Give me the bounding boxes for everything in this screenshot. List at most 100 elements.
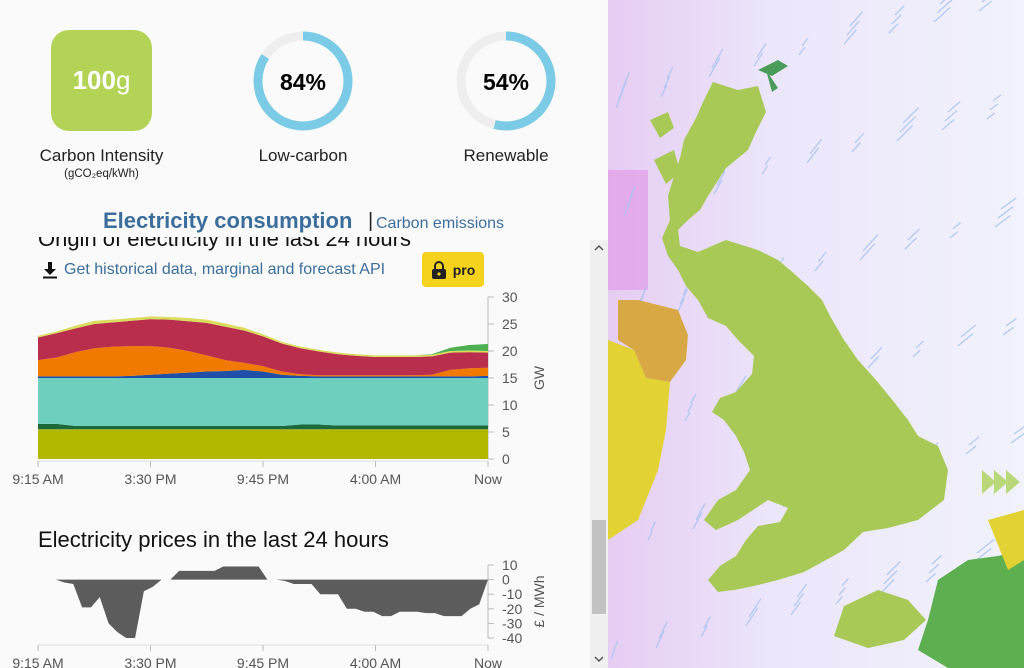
wind-streak bbox=[708, 57, 721, 78]
wind-streak bbox=[801, 37, 809, 47]
historical-data-api-link[interactable]: Get historical data, marginal and foreca… bbox=[42, 261, 385, 279]
wind-streak bbox=[629, 185, 636, 199]
interconnector-arrows[interactable] bbox=[758, 60, 788, 92]
toggle-carbon-emissions[interactable]: Carbon emissions bbox=[376, 215, 505, 232]
renewable-label: Renewable bbox=[463, 146, 549, 165]
series-area-6 bbox=[38, 316, 488, 357]
wind-streak bbox=[745, 607, 759, 627]
wind-streak bbox=[716, 170, 726, 186]
wind-streak bbox=[896, 124, 914, 142]
x-tick-label: 4:00 AM bbox=[350, 471, 401, 487]
scrollbar-thumb[interactable] bbox=[592, 520, 606, 614]
electricity-map[interactable] bbox=[608, 0, 1024, 668]
y-tick-label: 25 bbox=[502, 316, 518, 332]
wind-streak bbox=[907, 228, 921, 241]
wind-streak bbox=[978, 0, 993, 12]
wind-streak bbox=[949, 230, 959, 239]
wind-streak bbox=[965, 445, 977, 455]
zone-france-shape[interactable] bbox=[918, 550, 1024, 668]
x-tick-label: 9:45 PM bbox=[237, 655, 289, 668]
wind-streak bbox=[817, 251, 827, 263]
wind-streak bbox=[894, 5, 905, 16]
y-axis-label: GW bbox=[531, 365, 547, 390]
wind-streak bbox=[843, 29, 857, 45]
wind-streak bbox=[711, 48, 724, 69]
wind-streak bbox=[947, 101, 961, 113]
wind-streak bbox=[933, 6, 951, 23]
renewable-value: 54% bbox=[482, 69, 530, 95]
y-tick-label: 5 bbox=[502, 424, 510, 440]
wind-streak bbox=[700, 625, 708, 638]
y-tick-label: 10 bbox=[502, 397, 518, 413]
wind-streak bbox=[748, 598, 762, 618]
zone-ireland-shape[interactable] bbox=[608, 340, 670, 540]
pro-badge-label: pro bbox=[452, 261, 476, 278]
zone-belgium-shape[interactable] bbox=[988, 510, 1024, 570]
wind-streak bbox=[666, 67, 674, 80]
prices-chart-title: Electricity prices in the last 24 hours bbox=[38, 527, 389, 552]
wind-streak bbox=[886, 560, 901, 576]
wind-streak bbox=[915, 340, 924, 349]
pro-badge[interactable]: pro bbox=[422, 252, 484, 287]
x-tick-label: 3:30 PM bbox=[124, 655, 176, 668]
toggle-backdrop bbox=[0, 200, 590, 237]
wind-streak bbox=[793, 592, 805, 607]
wind-streak bbox=[1005, 317, 1017, 327]
wind-streak bbox=[756, 43, 767, 58]
wind-streak bbox=[997, 206, 1014, 219]
y-tick-label: -40 bbox=[502, 630, 522, 646]
wind-streak bbox=[690, 393, 697, 404]
low-carbon-value: 84% bbox=[279, 69, 327, 95]
zone-great-britain-shape[interactable] bbox=[662, 82, 948, 592]
x-tick-label: Now bbox=[474, 655, 503, 668]
x-tick-label: Now bbox=[474, 471, 503, 487]
wind-streak bbox=[957, 333, 974, 347]
wind-streak bbox=[1000, 197, 1017, 210]
wind-streak bbox=[814, 260, 824, 272]
wind-streak bbox=[687, 402, 694, 413]
low-carbon-gauge-fill bbox=[253, 31, 353, 131]
x-tick-label: 3:30 PM bbox=[124, 471, 176, 487]
wind-streak bbox=[610, 649, 616, 660]
y-tick-label: 20 bbox=[502, 343, 518, 359]
wind-streak bbox=[621, 72, 630, 91]
toggle-electricity-consumption[interactable]: Electricity consumption bbox=[103, 208, 353, 233]
wind-streak bbox=[692, 511, 703, 530]
x-tick-label: 9:15 AM bbox=[12, 655, 63, 668]
x-tick-label: 9:45 PM bbox=[237, 471, 289, 487]
scroll-down-arrow-icon[interactable] bbox=[593, 654, 605, 664]
zone-skye-shape bbox=[654, 150, 680, 184]
download-icon bbox=[43, 262, 57, 279]
wind-streak bbox=[684, 411, 691, 422]
carbon-intensity-unit: g bbox=[115, 65, 131, 95]
y-tick-label: 30 bbox=[502, 289, 518, 305]
origin-chart: 30 25 20 15 10 5 0 GW 9:15 AM 3:30 PM 9:45 PM 4:00 … bbox=[12, 289, 547, 487]
wind-streak bbox=[936, 0, 953, 14]
wind-streak bbox=[1010, 432, 1024, 444]
wind-streak bbox=[735, 375, 747, 393]
wind-streak bbox=[952, 222, 962, 230]
wind-streak bbox=[904, 237, 917, 250]
wind-streak bbox=[928, 563, 940, 574]
toggle-separator: | bbox=[368, 210, 374, 232]
x-tick-label: 4:00 AM bbox=[350, 655, 401, 668]
x-tick-label: 9:15 AM bbox=[12, 471, 63, 487]
wind-streak bbox=[806, 147, 820, 164]
y-tick-label: -30 bbox=[502, 615, 522, 631]
wind-streak bbox=[968, 436, 980, 446]
wind-streak bbox=[862, 234, 879, 252]
wind-streak bbox=[992, 94, 1002, 102]
scroll-up-arrow-icon[interactable] bbox=[593, 243, 605, 253]
wind-streak bbox=[1002, 326, 1014, 336]
series-area-1 bbox=[38, 423, 488, 430]
wind-streak bbox=[650, 521, 656, 532]
wind-streak bbox=[790, 601, 802, 616]
wind-streak bbox=[944, 109, 958, 122]
zone-isle-of-wight-shape bbox=[834, 590, 926, 648]
wind-streak bbox=[989, 103, 999, 111]
wind-streak bbox=[899, 116, 917, 133]
y-tick-label: 15 bbox=[502, 370, 518, 386]
wind-streak bbox=[660, 84, 668, 98]
zone-northern-ireland-shape[interactable] bbox=[618, 300, 688, 382]
wind-streak bbox=[880, 578, 895, 594]
